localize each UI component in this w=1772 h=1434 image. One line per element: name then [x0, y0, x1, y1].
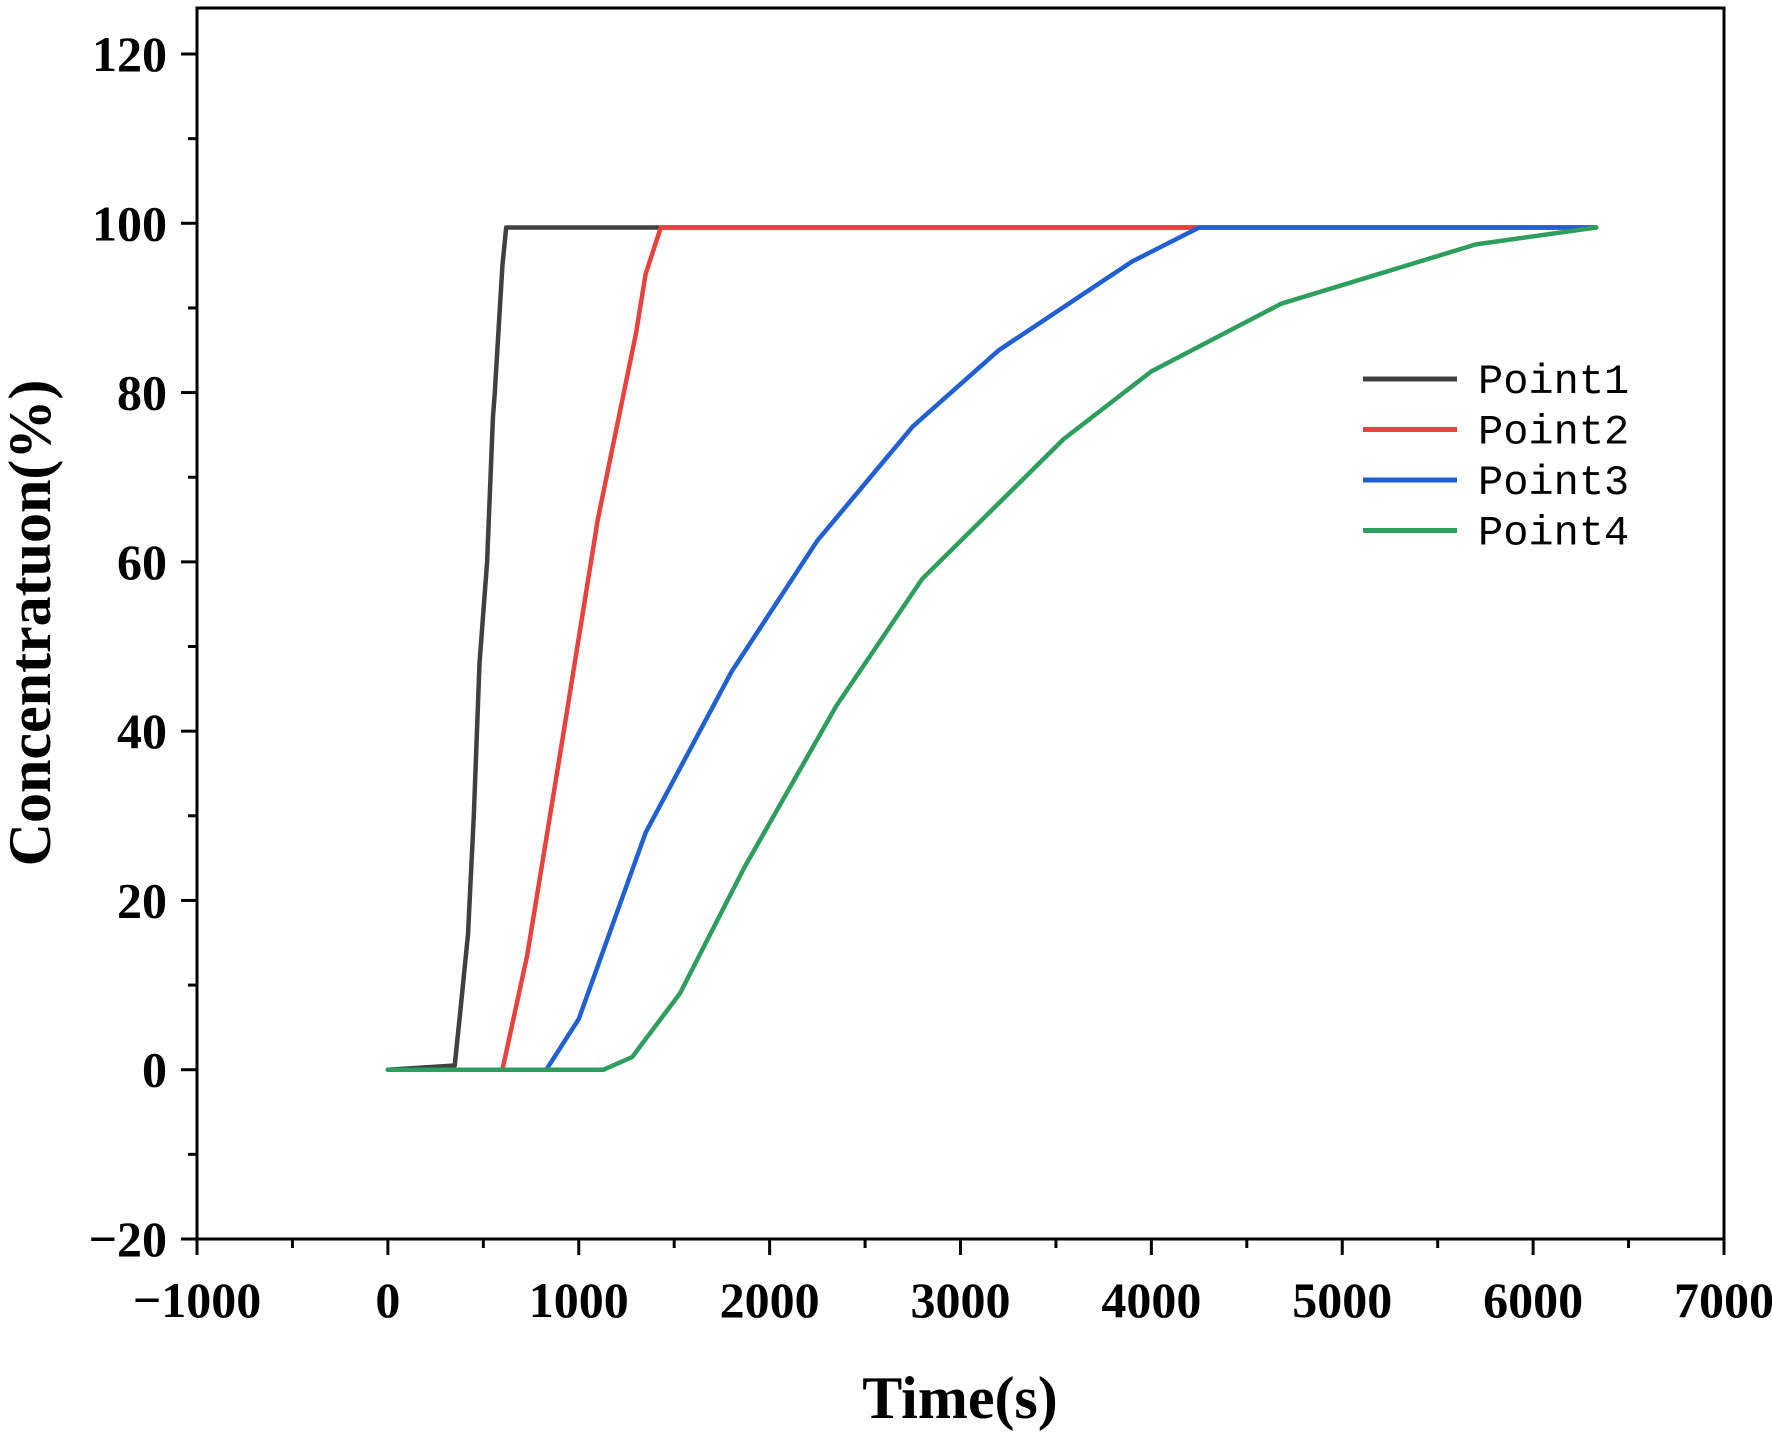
y-tick-label: 20 — [117, 872, 167, 928]
y-tick-label: 100 — [92, 195, 167, 251]
x-tick-label: 1000 — [529, 1272, 629, 1328]
x-axis-ticks: −1000 0 1000 2000 3000 4000 5000 6000 7000 — [133, 1239, 1772, 1328]
x-tick-label: 2000 — [720, 1272, 820, 1328]
x-tick-label: 7000 — [1674, 1272, 1772, 1328]
y-tick-label: 80 — [117, 365, 167, 421]
x-tick-label: 5000 — [1292, 1272, 1392, 1328]
series-line-point4 — [385, 225, 1599, 1072]
x-tick-label: 4000 — [1101, 1272, 1201, 1328]
y-axis-title: Concentratuon(%) — [0, 380, 63, 867]
series-line-point1 — [385, 225, 1599, 1072]
x-tick-label: 3000 — [911, 1272, 1011, 1328]
series-line-point2 — [385, 225, 1599, 1072]
y-tick-label: −20 — [89, 1211, 168, 1267]
plot-frame — [195, 6, 1726, 1241]
y-tick-label: 0 — [142, 1042, 167, 1098]
x-axis-title: Time(s) — [862, 1365, 1058, 1431]
legend-label: Point3 — [1478, 459, 1629, 507]
x-tick-label: 0 — [375, 1272, 400, 1328]
x-tick-label: 6000 — [1483, 1272, 1583, 1328]
legend-label: Point4 — [1478, 510, 1629, 558]
y-axis-ticks: −20 0 20 40 60 80 100 120 — [89, 26, 197, 1267]
legend-label: Point2 — [1478, 409, 1629, 457]
y-tick-label: 60 — [117, 534, 167, 590]
series-line-point3 — [385, 225, 1599, 1072]
y-tick-label: 40 — [117, 703, 167, 759]
legend-label: Point1 — [1478, 358, 1629, 406]
x-tick-label: −1000 — [133, 1272, 262, 1328]
y-tick-label: 120 — [92, 26, 167, 82]
series-lines — [385, 225, 1599, 1072]
